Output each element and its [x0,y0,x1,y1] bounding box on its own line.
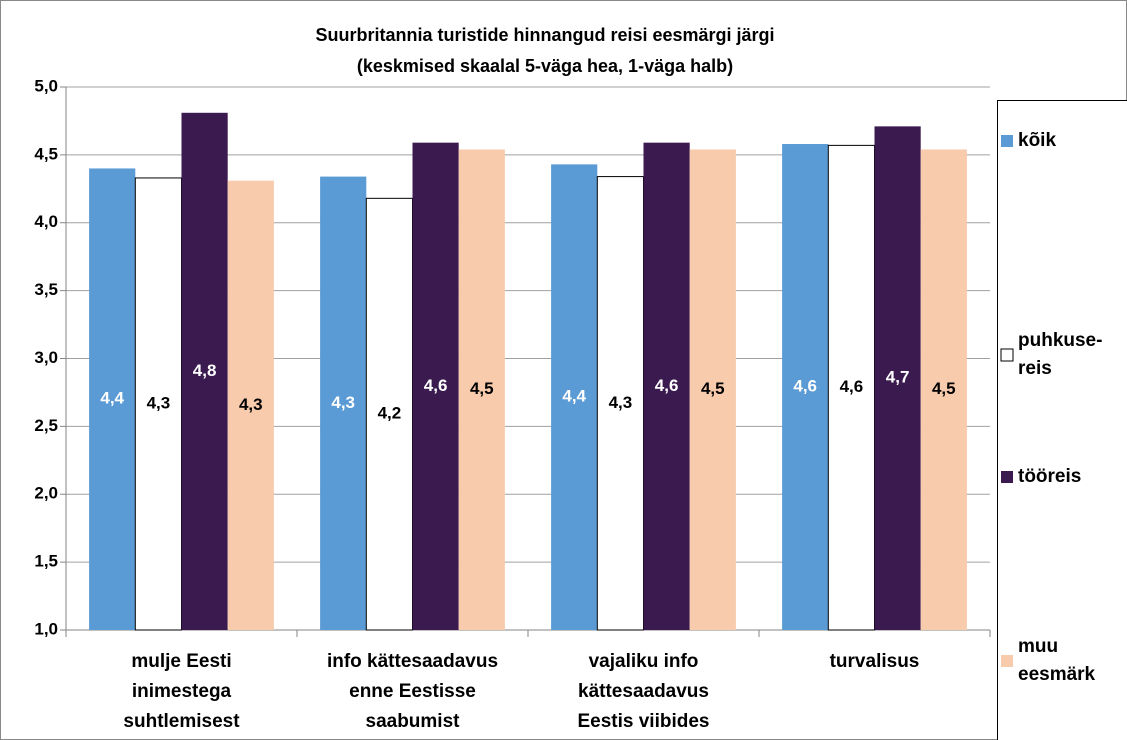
bar [827,144,875,631]
y-tick-label: 4,5 [34,144,58,163]
data-label: 4,6 [655,376,679,395]
bar [134,177,183,631]
data-label: 4,5 [701,379,725,398]
data-label: 4,8 [193,361,217,380]
legend-label: kõik [1018,130,1056,151]
legend-swatch [1000,348,1014,362]
bar [227,180,274,631]
data-label: 4,2 [378,404,402,423]
legend-label: muu eesmärk [1018,636,1096,685]
data-label: 4,6 [840,377,864,396]
data-label: 4,4 [562,387,586,406]
x-tick-label: turvalisus [830,651,920,672]
legend-swatch [1001,655,1013,667]
bar [643,142,690,630]
legend-label: puhkuse-reis [1018,330,1102,379]
bar [689,149,736,630]
bar [365,197,413,631]
data-label: 4,3 [239,395,263,414]
y-tick-label: 2,5 [34,416,58,435]
data-label: 4,3 [609,393,633,412]
bar [458,149,505,630]
bar [181,112,228,631]
data-label: 4,5 [932,379,956,398]
legend-swatch [1001,135,1013,147]
legend-label: tööreis [1018,466,1081,487]
data-label: 4,3 [147,393,171,412]
y-tick-label: 3,5 [34,280,58,299]
legend-swatch [1001,471,1013,483]
y-tick-label: 5,0 [34,76,58,95]
bar [320,176,367,630]
x-tick-label: info kättesaadavus enne Eestisse saabumist [327,651,498,732]
bar [920,149,967,630]
chart-subtitle: (keskmised skaalal 5-väga hea, 1-väga ha… [357,56,733,76]
y-tick-label: 1,5 [34,552,58,571]
y-tick-label: 1,0 [34,619,58,638]
data-label: 4,7 [886,368,910,387]
chart-title: Suurbritannia turistide hinnangud reisi … [315,25,774,45]
bar [596,176,644,631]
y-tick-label: 2,0 [34,484,58,503]
bar [551,164,598,630]
bar [89,168,136,630]
bar [412,142,459,630]
data-label: 4,5 [470,379,494,398]
bar [874,126,921,631]
data-label: 4,6 [424,376,448,395]
y-tick-label: 4,0 [34,212,58,231]
y-tick-label: 3,0 [34,348,58,367]
x-tick-label: mulje Eesti inimestega suhtlemisest [123,651,240,732]
data-label: 4,3 [331,393,355,412]
data-label: 4,4 [100,389,124,408]
bar [782,144,829,630]
x-tick-label: vajaliku info kättesaadavus Eestis viibide… [577,651,709,732]
legend-box [997,100,1127,740]
data-label: 4,6 [793,376,817,395]
